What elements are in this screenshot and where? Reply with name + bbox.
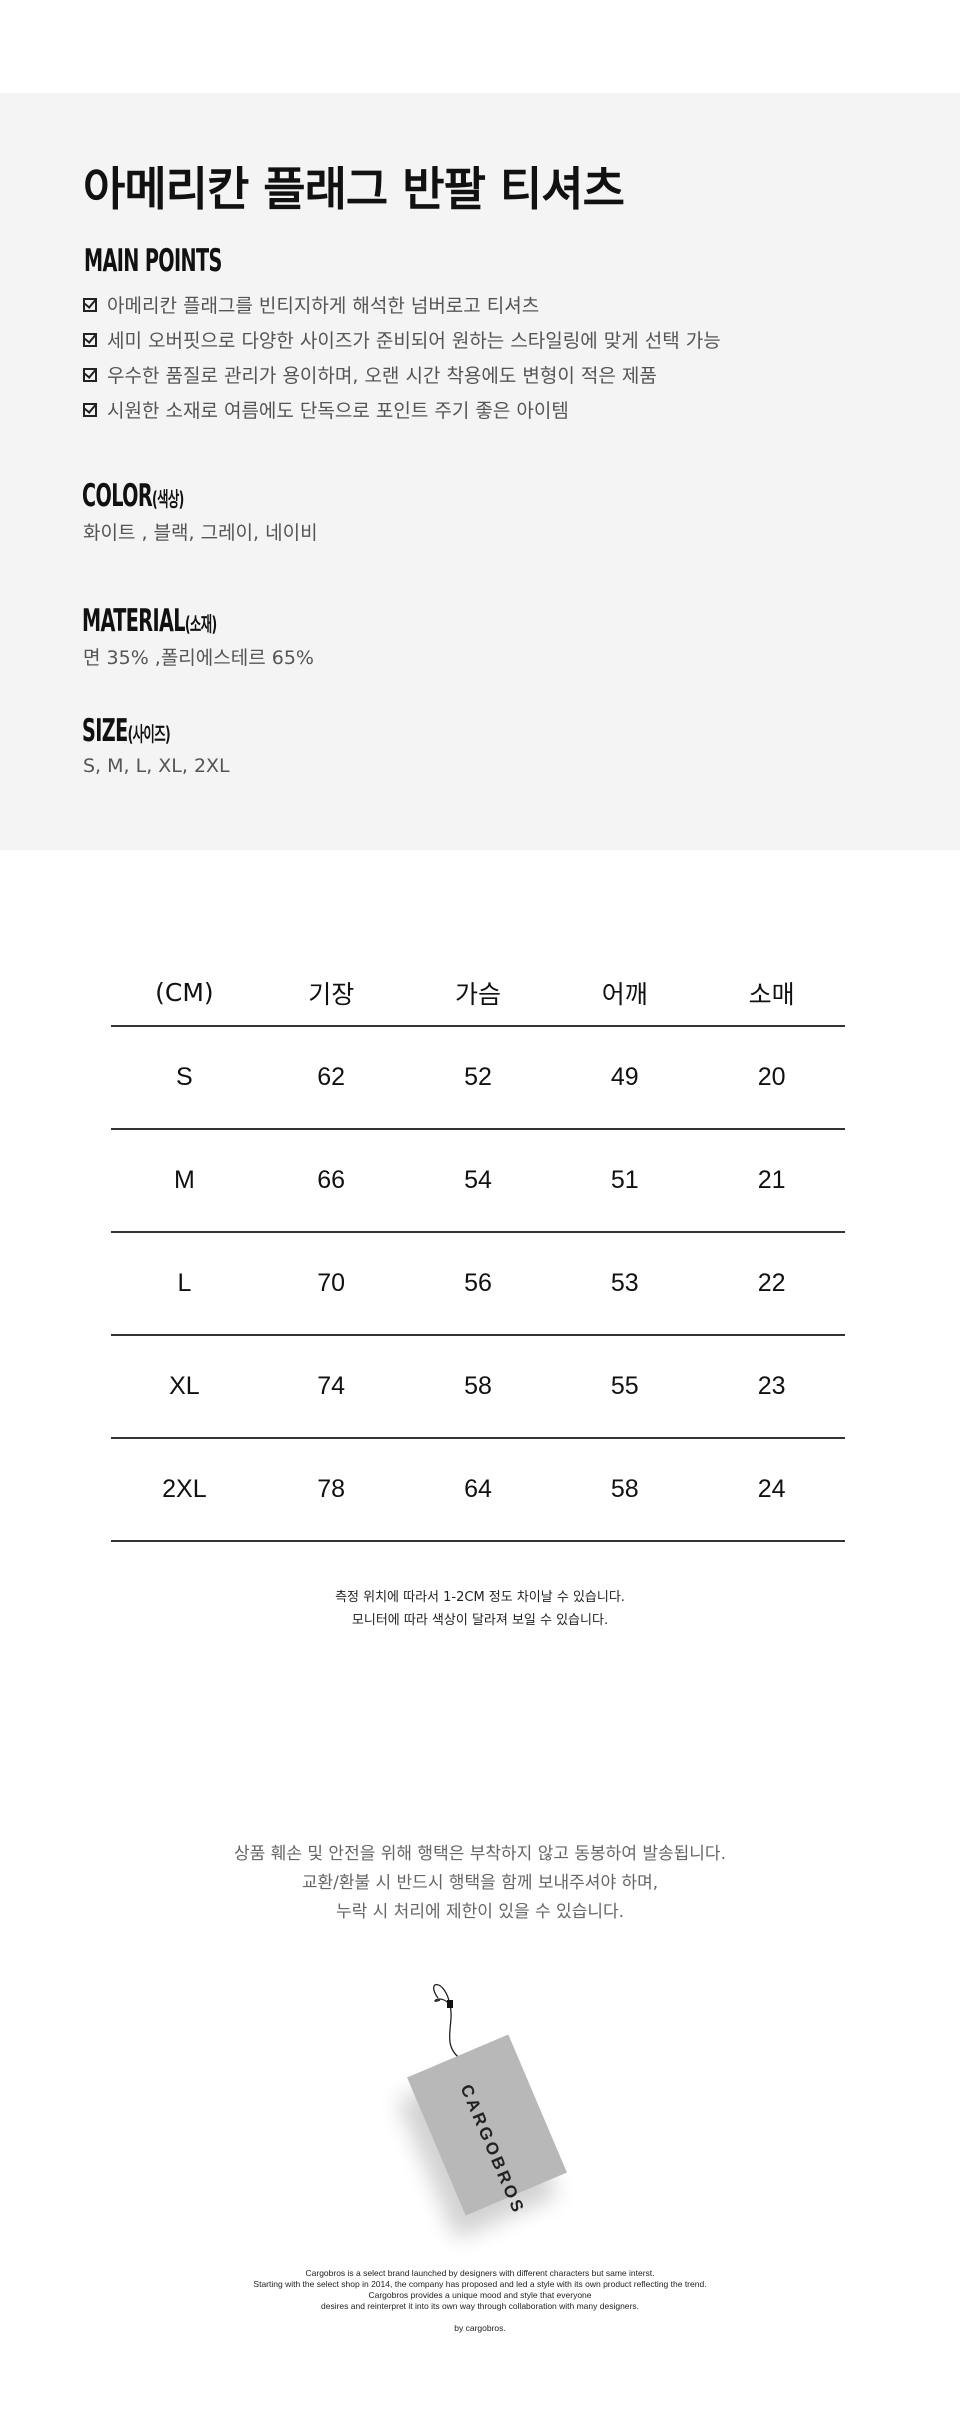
product-info-panel: 아메리칸 플래그 반팔 티셔츠 MAIN POINTS 아메리칸 플래그를 빈티… <box>0 93 960 850</box>
product-title: 아메리칸 플래그 반팔 티셔츠 <box>83 162 625 216</box>
table-cell: 21 <box>698 1129 845 1233</box>
material-heading: MATERIAL(소재) <box>82 603 217 639</box>
footer-line: Starting with the select shop in 2014, t… <box>253 2279 707 2289</box>
tag-brand-text: CARGOBROS <box>456 2081 529 2218</box>
color-heading: COLOR(색상) <box>82 478 184 514</box>
col-header: (CM) <box>111 960 258 1027</box>
point-text: 세미 오버핏으로 다양한 사이즈가 준비되어 원하는 스타일링에 맞게 선택 가… <box>107 330 721 352</box>
col-header: 소매 <box>698 960 845 1027</box>
point-text: 우수한 품질로 관리가 용이하며, 오랜 시간 착용에도 변형이 적은 제품 <box>107 365 657 387</box>
table-cell: 66 <box>257 1129 405 1233</box>
table-row: S 62 52 49 20 <box>111 1026 845 1130</box>
col-header: 기장 <box>257 960 405 1027</box>
note-line: 모니터에 따라 색상이 달라져 보일 수 있습니다. <box>351 1613 609 1628</box>
table-cell: 53 <box>551 1232 699 1336</box>
table-cell: 70 <box>257 1232 405 1336</box>
table-cell: 51 <box>551 1129 699 1233</box>
notice-line: 누락 시 처리에 제한이 있을 수 있습니다. <box>335 1902 625 1922</box>
checkbox-icon <box>83 367 97 382</box>
table-cell: 22 <box>698 1232 845 1336</box>
notice-line: 상품 훼손 및 안전을 위해 행택은 부착하지 않고 동봉하여 발송됩니다. <box>234 1844 726 1864</box>
table-cell: 78 <box>257 1438 405 1542</box>
col-header: 가슴 <box>404 960 552 1027</box>
table-cell: 74 <box>257 1335 405 1439</box>
table-cell: 54 <box>404 1129 552 1233</box>
table-cell: 52 <box>404 1026 552 1130</box>
size-table: (CM) 기장 가슴 어깨 소매 S 62 52 49 20 M 66 54 51 21 L 70 56… <box>111 960 845 1542</box>
measurement-notes: 측정 위치에 따라서 1-2CM 정도 차이날 수 있습니다. 모니터에 따라 … <box>0 1586 960 1632</box>
table-cell: M <box>111 1129 258 1233</box>
footer-line: desires and reinterpret it into its own … <box>321 2301 639 2311</box>
table-cell: 64 <box>404 1438 552 1542</box>
table-cell: 58 <box>404 1335 552 1439</box>
size-value: S, M, L, XL, 2XL <box>83 755 230 777</box>
point-item: 시원한 소재로 여름에도 단독으로 포인트 주기 좋은 아이템 <box>83 396 569 423</box>
footer-signature: by cargobros. <box>454 2323 506 2333</box>
main-points-heading: MAIN POINTS <box>84 243 222 279</box>
table-row: XL 74 58 55 23 <box>111 1335 845 1439</box>
checkbox-icon <box>83 402 97 417</box>
table-cell: 56 <box>404 1232 552 1336</box>
table-cell: L <box>111 1232 258 1336</box>
table-cell: S <box>111 1026 258 1130</box>
point-item: 아메리칸 플래그를 빈티지하게 해석한 넘버로고 티셔츠 <box>83 291 539 318</box>
point-item: 우수한 품질로 관리가 용이하며, 오랜 시간 착용에도 변형이 적은 제품 <box>83 361 657 388</box>
checkbox-icon <box>83 297 97 312</box>
brand-footer: Cargobros is a select brand launched by … <box>0 2268 960 2334</box>
table-cell: 24 <box>698 1438 845 1542</box>
footer-line: Cargobros provides a unique mood and sty… <box>368 2290 592 2300</box>
size-heading: SIZE(사이즈) <box>82 713 171 749</box>
footer-line: Cargobros is a select brand launched by … <box>305 2268 655 2278</box>
color-value: 화이트 , 블랙, 그레이, 네이비 <box>83 522 318 544</box>
table-row: 2XL 78 64 58 24 <box>111 1438 845 1542</box>
tag-string-icon <box>433 1983 463 2061</box>
table-cell: 49 <box>551 1026 699 1130</box>
table-cell: 55 <box>551 1335 699 1439</box>
table-row: L 70 56 53 22 <box>111 1232 845 1336</box>
table-cell: 23 <box>698 1335 845 1439</box>
point-text: 아메리칸 플래그를 빈티지하게 해석한 넘버로고 티셔츠 <box>107 295 540 317</box>
table-cell: 2XL <box>111 1438 258 1542</box>
point-text: 시원한 소재로 여름에도 단독으로 포인트 주기 좋은 아이템 <box>107 400 569 422</box>
table-cell: 20 <box>698 1026 845 1130</box>
point-item: 세미 오버핏으로 다양한 사이즈가 준비되어 원하는 스타일링에 맞게 선택 가… <box>83 326 721 353</box>
tag-notice: 상품 훼손 및 안전을 위해 행택은 부착하지 않고 동봉하여 발송됩니다. 교… <box>0 1840 960 1927</box>
notice-line: 교환/환불 시 반드시 행택을 함께 보내주셔야 하며, <box>301 1873 659 1893</box>
checkbox-icon <box>83 332 97 347</box>
table-row: M 66 54 51 21 <box>111 1129 845 1233</box>
table-header-row: (CM) 기장 가슴 어깨 소매 <box>111 960 845 1027</box>
material-value: 면 35% ,폴리에스테르 65% <box>83 647 314 669</box>
table-cell: 62 <box>257 1026 405 1130</box>
note-line: 측정 위치에 따라서 1-2CM 정도 차이날 수 있습니다. <box>335 1590 625 1605</box>
table-cell: XL <box>111 1335 258 1439</box>
col-header: 어깨 <box>551 960 699 1027</box>
table-cell: 58 <box>551 1438 699 1542</box>
